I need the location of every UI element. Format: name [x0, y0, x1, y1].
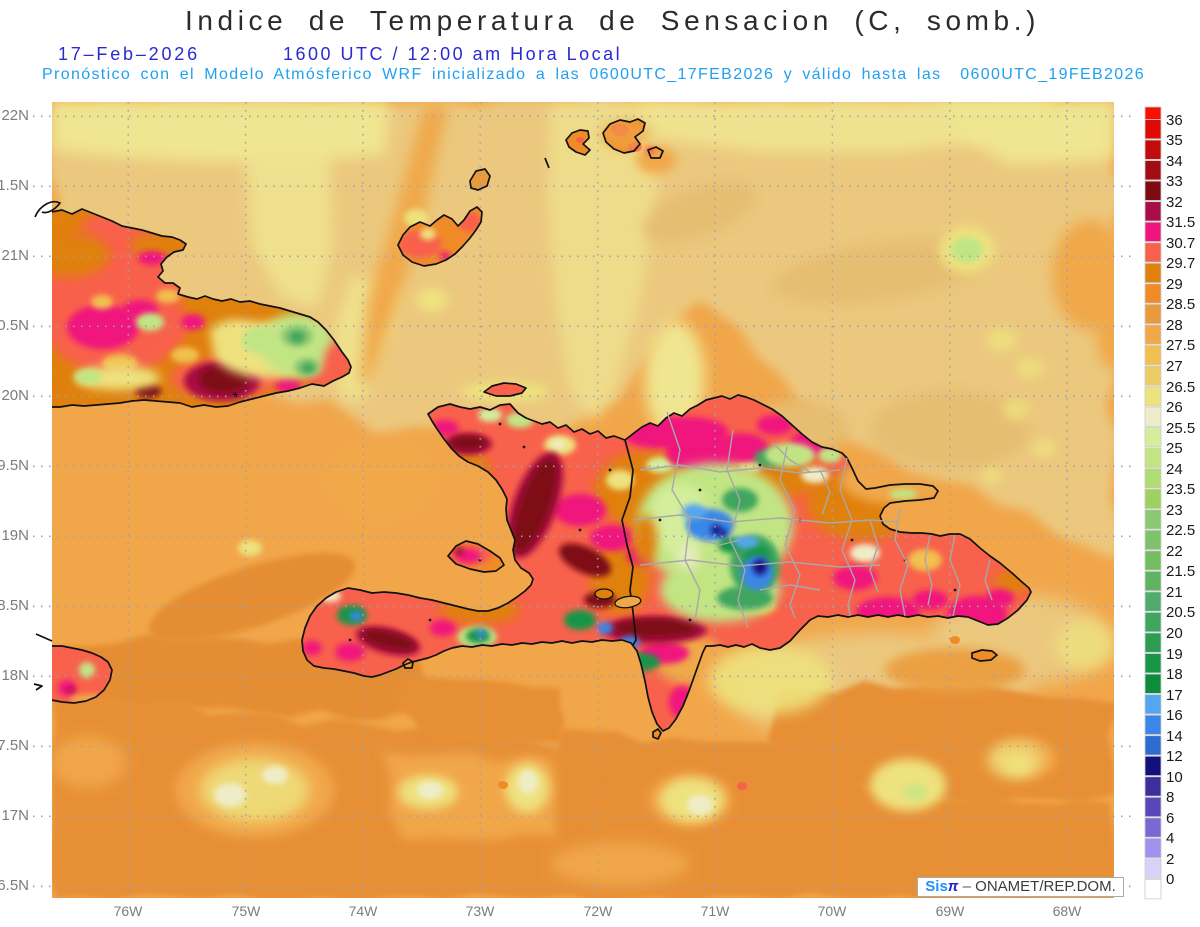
- svg-text:*: *: [232, 390, 238, 407]
